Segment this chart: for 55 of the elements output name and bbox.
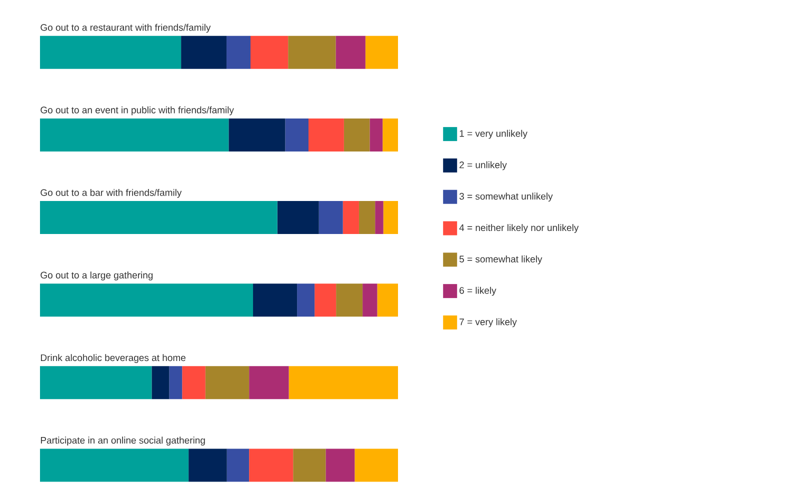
- bar: [382, 118, 398, 152]
- bar: [40, 448, 189, 482]
- bar: [293, 448, 326, 482]
- y-tick-label: Go out to a large gathering: [40, 272, 153, 280]
- bar: [188, 448, 227, 482]
- bar: [40, 366, 152, 400]
- bar: [152, 366, 170, 400]
- bar: [205, 366, 250, 400]
- bar: [375, 201, 384, 234]
- bar: [383, 201, 398, 234]
- legend-label: 5 = somewhat likely: [459, 255, 542, 264]
- bar: [249, 366, 289, 400]
- bar: [336, 284, 363, 317]
- bar: [249, 448, 294, 482]
- bar: [297, 284, 315, 317]
- bar: [342, 201, 359, 234]
- bar: [377, 284, 398, 317]
- y-tick-label: Go out to a restaurant with friends/family: [40, 24, 211, 33]
- legend-label: 3 = somewhat unlikely: [459, 192, 553, 202]
- bar: [182, 366, 206, 400]
- bar: [285, 118, 309, 152]
- legend-label: 2 = unlikely: [460, 161, 507, 170]
- bar: [314, 284, 336, 317]
- bar: [362, 284, 378, 317]
- legend-label: 4 = neither likely nor unlikely: [459, 224, 579, 233]
- bar: [250, 36, 288, 69]
- bar: [181, 36, 227, 69]
- bar: [40, 36, 182, 69]
- bar: [336, 36, 366, 69]
- legend-label: 6 = likely: [460, 286, 496, 296]
- bar: [370, 118, 383, 152]
- bar: [253, 284, 298, 317]
- bar: [40, 201, 278, 234]
- bar: [365, 36, 398, 69]
- legend-label: 7 = very likely: [460, 318, 517, 328]
- bar: [326, 448, 355, 482]
- bar: [277, 201, 319, 234]
- bar: [318, 201, 343, 234]
- legend-label: 1 = very unlikely: [460, 130, 528, 139]
- bar: [169, 366, 182, 400]
- bar: [40, 284, 254, 317]
- y-tick-label: Go out to an event in public with friends/family: [40, 106, 234, 116]
- bar: [358, 201, 376, 234]
- y-tick-label: Participate in an online social gathering: [40, 436, 205, 446]
- bar: [288, 366, 398, 400]
- y-tick-label: Drink alcoholic beverages at home: [40, 354, 186, 363]
- bar: [40, 118, 229, 152]
- bar: [226, 36, 251, 69]
- bar: [226, 448, 250, 482]
- bar: [288, 36, 336, 69]
- bar: [228, 118, 286, 152]
- bar: [308, 118, 344, 152]
- bar: [344, 118, 370, 152]
- y-tick-label: Go out to a bar with friends/family: [40, 188, 182, 198]
- bar: [354, 448, 398, 482]
